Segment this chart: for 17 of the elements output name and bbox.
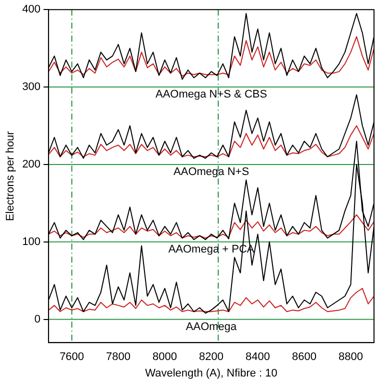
y-tick-label: 300 <box>22 81 41 94</box>
y-tick-label: 400 <box>22 4 41 16</box>
x-tick-label: 8000 <box>152 351 178 364</box>
y-tick-label: 100 <box>22 236 41 248</box>
y-tick-label: 0 <box>34 313 41 326</box>
ref-line-label: AAOmega N+S <box>174 166 250 178</box>
ref-line-label: AAOmega N+S & CBS <box>155 88 268 101</box>
x-tick-label: 8400 <box>246 351 270 364</box>
y-tick-label: 200 <box>22 158 41 171</box>
ref-line-label: AAOmega <box>186 320 238 333</box>
x-tick-label: 8600 <box>292 351 317 364</box>
x-tick-label: 7600 <box>60 351 84 364</box>
x-tick-label: 8800 <box>338 351 363 364</box>
x-axis-title: Wavelength (A), Nfibre : 10 <box>145 367 278 380</box>
x-tick-label: 8200 <box>199 351 224 364</box>
y-axis-title: Electrons per hour <box>4 130 17 222</box>
x-tick-label: 7800 <box>106 351 131 364</box>
